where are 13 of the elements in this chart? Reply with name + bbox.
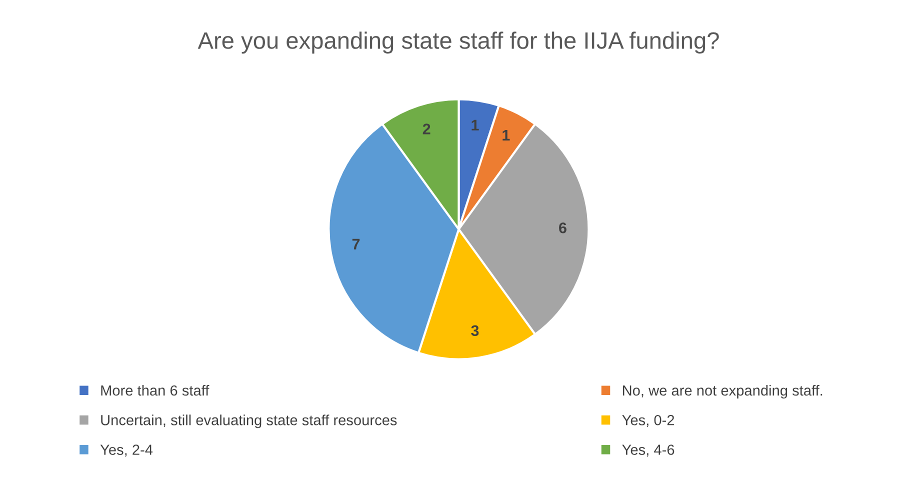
data-label: 7 [352,238,360,250]
data-label: 2 [422,124,430,134]
data-label: 1 [472,120,479,130]
data-label: 1 [502,130,510,140]
chart-title: Are you expanding state staff for the IIJA funding? [198,32,719,54]
data-label: 3 [471,325,479,336]
legend-label: Yes, 0-2 [622,414,674,428]
legend-label: More than 6 staff [101,384,210,396]
legend-label: Yes, 2-4 [100,444,153,457]
legend-label: Uncertain, still evaluating state staff resources [101,414,397,428]
legend-label: No, we are not expanding staff. [623,384,822,399]
legend-label: Yes, 4-6 [622,444,674,457]
data-label: 6 [559,222,566,234]
